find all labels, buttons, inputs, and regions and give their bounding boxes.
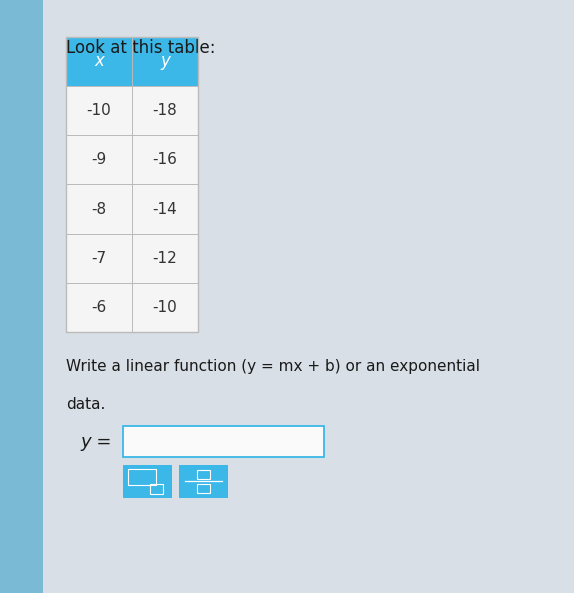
Bar <box>132 184 198 234</box>
Text: x: x <box>94 52 104 71</box>
Text: -12: -12 <box>153 251 177 266</box>
Bar <box>66 283 132 332</box>
Bar <box>128 470 156 485</box>
Text: -14: -14 <box>153 202 177 216</box>
Text: Write a linear function (y = mx + b) or an exponential: Write a linear function (y = mx + b) or … <box>66 359 480 374</box>
Bar <box>132 135 198 184</box>
Bar <box>132 86 198 135</box>
Bar <box>66 37 198 332</box>
Bar <box>197 484 210 493</box>
Bar <box>132 234 198 283</box>
Bar <box>150 484 163 493</box>
Bar <box>66 86 132 135</box>
Bar <box>132 283 198 332</box>
Bar <box>123 465 172 498</box>
Bar <box>179 465 228 498</box>
Text: -10: -10 <box>87 103 111 118</box>
Text: -16: -16 <box>153 152 177 167</box>
Bar <box>123 426 324 457</box>
Bar <box>66 234 132 283</box>
Bar <box>66 135 132 184</box>
Text: y: y <box>160 52 170 71</box>
Bar <box>66 184 132 234</box>
Bar <box>66 37 198 86</box>
Bar <box>197 470 210 479</box>
Text: Look at this table:: Look at this table: <box>66 39 215 56</box>
Text: -10: -10 <box>153 300 177 315</box>
Text: y =: y = <box>80 433 112 451</box>
Text: -7: -7 <box>91 251 107 266</box>
Text: data.: data. <box>66 397 106 412</box>
Bar <box>0 0 43 593</box>
Text: -8: -8 <box>91 202 107 216</box>
Text: -18: -18 <box>153 103 177 118</box>
Text: -9: -9 <box>91 152 107 167</box>
Text: -6: -6 <box>91 300 107 315</box>
